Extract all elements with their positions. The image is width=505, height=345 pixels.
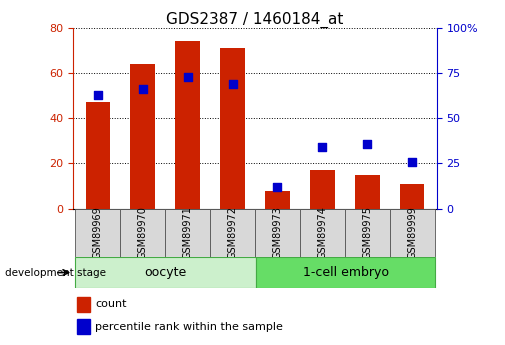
Text: GSM89970: GSM89970	[138, 206, 148, 259]
Bar	[300, 209, 345, 257]
Point	[184, 74, 192, 79]
Bar	[210, 209, 255, 257]
Text: GSM89969: GSM89969	[93, 207, 103, 259]
Text: GSM89999: GSM89999	[407, 207, 417, 259]
Bar	[77, 319, 89, 334]
Text: count: count	[95, 299, 127, 309]
Bar	[85, 102, 110, 209]
Bar	[220, 48, 245, 209]
Point	[318, 144, 326, 150]
Text: GSM89974: GSM89974	[317, 206, 327, 259]
Bar	[400, 184, 425, 209]
Point	[139, 86, 147, 92]
Bar	[256, 257, 435, 288]
Text: percentile rank within the sample: percentile rank within the sample	[95, 322, 283, 332]
Bar	[75, 209, 120, 257]
Text: 1-cell embryo: 1-cell embryo	[302, 266, 389, 279]
Point	[94, 92, 102, 97]
Point	[229, 81, 237, 87]
Text: GSM89975: GSM89975	[362, 206, 372, 259]
Bar	[130, 64, 155, 209]
Point	[363, 141, 371, 146]
Text: development stage: development stage	[5, 268, 106, 277]
Text: oocyte: oocyte	[144, 266, 186, 279]
Title: GDS2387 / 1460184_at: GDS2387 / 1460184_at	[166, 11, 344, 28]
Bar	[165, 209, 210, 257]
Bar	[355, 175, 380, 209]
Bar	[175, 41, 200, 209]
Bar	[390, 209, 435, 257]
Bar	[77, 297, 89, 312]
Bar	[75, 257, 256, 288]
Bar	[265, 190, 290, 209]
Text: GSM89971: GSM89971	[183, 206, 193, 259]
Point	[273, 184, 281, 190]
Bar	[310, 170, 335, 209]
Text: GSM89973: GSM89973	[273, 206, 282, 259]
Bar	[120, 209, 165, 257]
Bar	[345, 209, 390, 257]
Point	[408, 159, 416, 165]
Bar	[255, 209, 300, 257]
Text: GSM89972: GSM89972	[228, 206, 237, 259]
